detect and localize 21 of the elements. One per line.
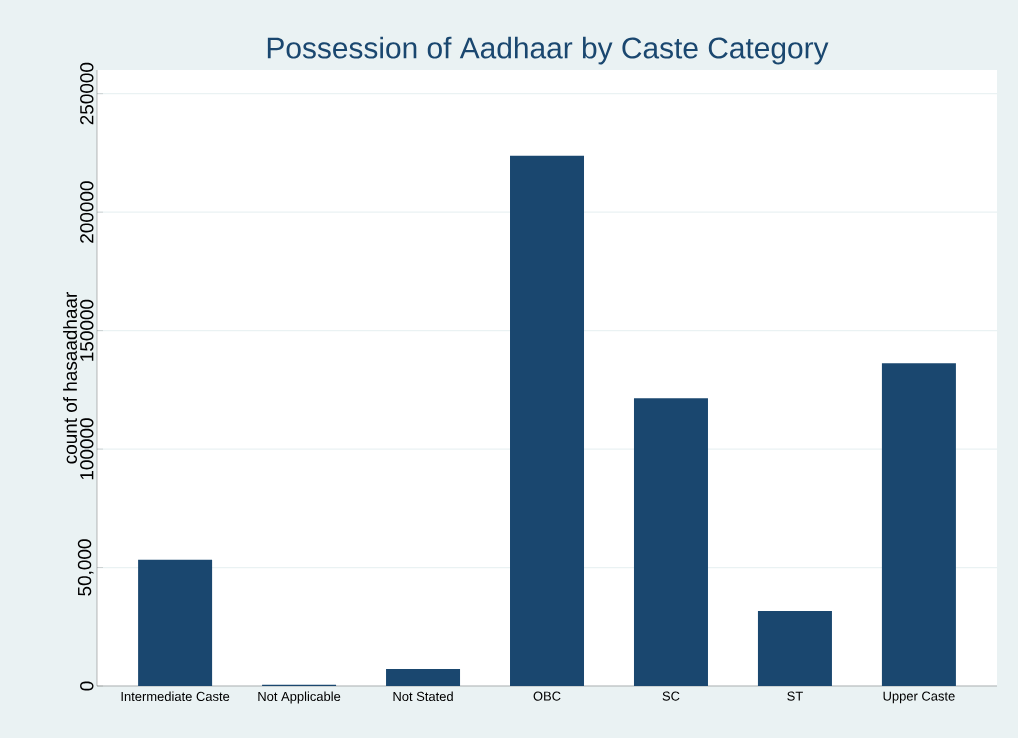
y-tick-label: 200000 [80,181,94,243]
x-tick-label: OBC [533,691,561,701]
bar [138,559,213,686]
x-tick-label: ST [787,691,803,701]
y-tick-label: 250000 [80,62,94,125]
x-tick-label: Not Stated [393,691,453,702]
x-tick-label: SC [662,691,680,701]
bar [881,363,956,686]
y-axis-title: count of hasaadhaar [63,292,77,464]
bar [510,155,585,686]
y-tick-label: 150000 [80,299,94,361]
y-tick-label: 50,000 [77,539,94,596]
bar [386,668,461,686]
x-tick-label: Upper Caste [883,691,955,704]
chart-title: Possession of Aadhaar by Caste Category [267,36,829,65]
y-tick-label: 100000 [80,418,94,480]
bar [757,610,832,686]
x-tick-label: Not Applicable [258,691,341,704]
x-tick-label: Intermediate Caste [121,691,230,702]
y-tick-label: 0 [80,681,94,691]
bar [633,398,708,686]
